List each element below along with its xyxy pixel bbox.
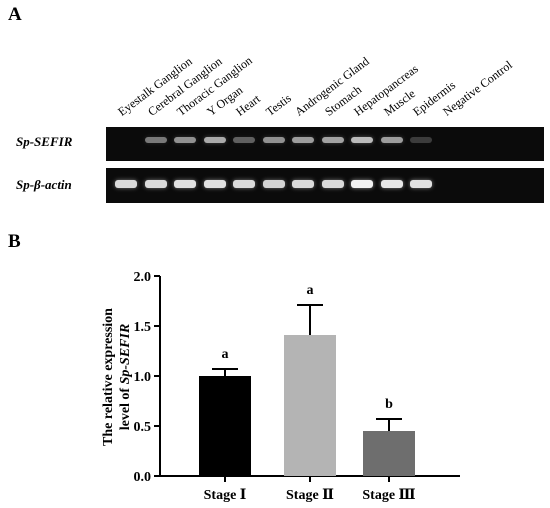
y-tick-label: 0.0	[134, 470, 152, 485]
gel-band	[351, 180, 373, 188]
y-tick-label: 0.5	[134, 420, 152, 435]
gel-band	[144, 180, 167, 188]
gel-band	[321, 180, 344, 188]
gel-band	[203, 137, 226, 143]
bar	[199, 376, 251, 476]
x-tick-label: Stage Ⅱ	[286, 488, 334, 503]
gel-band	[321, 137, 344, 143]
significance-letter: a	[222, 347, 229, 362]
gel-band	[410, 180, 432, 188]
bar	[284, 335, 336, 476]
y-tick-label: 2.0	[134, 270, 152, 285]
bar-chart: The relative expression level of Sp-SEFI…	[101, 270, 460, 503]
gel-band	[292, 137, 314, 143]
panel-a-label: A	[8, 4, 22, 25]
gel-band	[233, 180, 255, 188]
gel-band	[410, 137, 432, 143]
panel-b-label: B	[8, 231, 21, 252]
y-axis-label-line1: The relative expression	[101, 308, 116, 446]
x-tick-label: Stage Ⅰ	[204, 488, 247, 503]
y-axis-label-gene: Sp-SEFIR	[118, 324, 133, 385]
gel-image-actin	[106, 168, 544, 203]
bar	[363, 431, 415, 476]
gel-band	[144, 137, 167, 143]
y-tick-label: 1.5	[134, 320, 152, 335]
lane-label: Testis	[262, 90, 294, 119]
significance-letter: b	[385, 397, 393, 412]
x-tick-label: Stage Ⅲ	[362, 488, 415, 503]
gel-band	[262, 180, 285, 188]
gel-band	[292, 180, 314, 188]
gel-band	[380, 180, 403, 188]
plot-area: 0.0 0.5 1.0 1.5 2.0 a Stage Ⅰ a Stage Ⅱ b Stage Ⅲ	[134, 270, 460, 503]
gel-band	[233, 137, 255, 143]
gel-band	[380, 137, 403, 143]
gene-label-actin: Sp-β-actin	[16, 177, 72, 192]
gel-band	[262, 137, 285, 143]
gel-image-sefir	[106, 127, 544, 161]
gel-band	[351, 137, 373, 143]
significance-letter: a	[307, 283, 314, 298]
gel-band	[115, 180, 137, 188]
gel-band	[174, 180, 196, 188]
gel-band	[203, 180, 226, 188]
y-axis-label-prefix: level of	[118, 384, 133, 430]
gel-band	[174, 137, 196, 143]
gene-label-sefir: Sp-SEFIR	[16, 134, 73, 149]
y-axis-label-line2: level of Sp-SEFIR	[118, 324, 133, 431]
y-tick-label: 1.0	[134, 370, 152, 385]
